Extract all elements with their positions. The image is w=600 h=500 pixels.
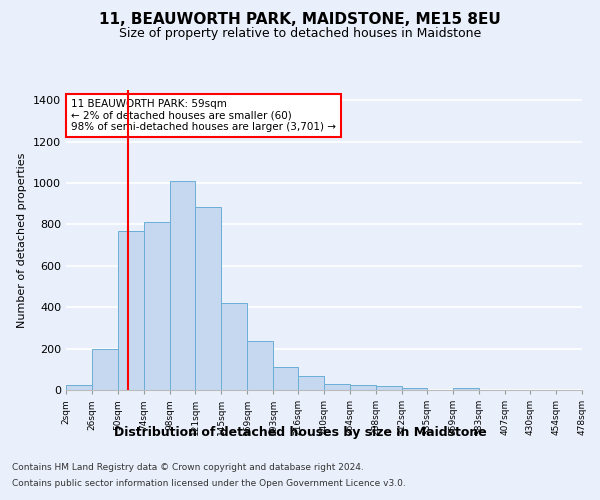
- Bar: [376, 386, 402, 390]
- Bar: [170, 181, 195, 390]
- Bar: [118, 230, 144, 390]
- Text: 11, BEAUWORTH PARK, MAIDSTONE, ME15 8EU: 11, BEAUWORTH PARK, MAIDSTONE, ME15 8EU: [99, 12, 501, 28]
- Bar: [350, 386, 376, 390]
- Bar: [92, 348, 118, 390]
- Bar: [402, 388, 427, 390]
- Y-axis label: Number of detached properties: Number of detached properties: [17, 152, 28, 328]
- Text: Contains HM Land Registry data © Crown copyright and database right 2024.: Contains HM Land Registry data © Crown c…: [12, 464, 364, 472]
- Text: Contains public sector information licensed under the Open Government Licence v3: Contains public sector information licen…: [12, 478, 406, 488]
- Bar: [66, 385, 92, 390]
- Bar: [273, 367, 298, 390]
- Bar: [195, 207, 221, 390]
- Bar: [453, 388, 479, 390]
- Bar: [324, 384, 350, 390]
- Text: Size of property relative to detached houses in Maidstone: Size of property relative to detached ho…: [119, 28, 481, 40]
- Bar: [221, 303, 247, 390]
- Bar: [144, 222, 170, 390]
- Bar: [298, 376, 324, 390]
- Text: Distribution of detached houses by size in Maidstone: Distribution of detached houses by size …: [113, 426, 487, 439]
- Bar: [247, 342, 273, 390]
- Text: 11 BEAUWORTH PARK: 59sqm
← 2% of detached houses are smaller (60)
98% of semi-de: 11 BEAUWORTH PARK: 59sqm ← 2% of detache…: [71, 99, 336, 132]
